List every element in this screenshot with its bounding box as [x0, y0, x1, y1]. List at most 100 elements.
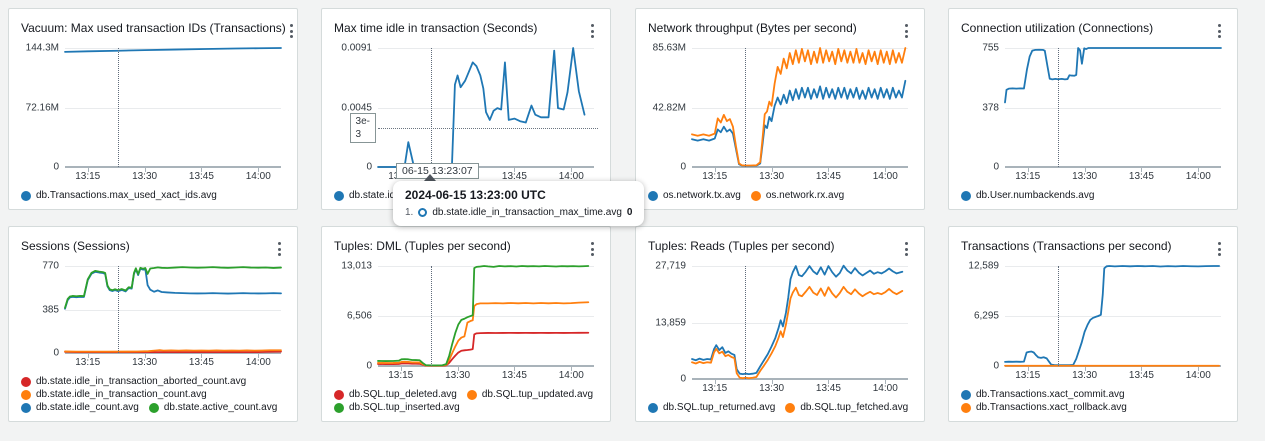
y-zero-label: 0 [366, 360, 372, 372]
panel-network-throughput-bytes-per-second: Network throughput (Bytes per second) 85… [635, 8, 925, 210]
x-tick-label: 13:45 [188, 357, 214, 368]
legend-item[interactable]: db.SQL.tup_updated.avg [466, 389, 593, 400]
plot[interactable] [1005, 266, 1221, 371]
legend-item[interactable]: os.network.rx.avg [750, 190, 844, 201]
legend-color-dot [21, 389, 31, 400]
threshold-label: 3e-3 [349, 112, 376, 143]
legend: db.SQL.tup_returned.avg db.SQL.tup_fetche… [648, 402, 912, 413]
legend-item[interactable]: db.SQL.tup_fetched.avg [785, 402, 908, 413]
panel-header: Transactions (Transactions per second) [961, 239, 1225, 258]
x-axis-baseline [692, 166, 908, 168]
legend-item[interactable]: os.network.tx.avg [648, 190, 741, 201]
axis-tick [1198, 168, 1200, 172]
legend: db.User.numbackends.avg [961, 190, 1225, 201]
kebab-menu-icon[interactable] [587, 240, 598, 258]
legend-item[interactable]: db.state.idle_count.avg [21, 402, 139, 413]
legend-label: db.Transactions.xact_rollback.avg [976, 402, 1127, 413]
panel-header: Connection utilization (Connections) [961, 21, 1225, 40]
chart-area: 85.63M 42.82M 0 [648, 43, 908, 173]
legend-item[interactable]: db.Transactions.xact_commit.avg [961, 389, 1125, 400]
axis-tick [771, 168, 773, 172]
axis-tick [885, 380, 887, 384]
chart-svg [65, 266, 281, 353]
kebab-menu-icon[interactable] [1214, 240, 1225, 258]
y-max-label: 770 [42, 260, 59, 272]
y-axis: 144.3M 72.16M 0 [21, 43, 65, 173]
x-tick-label: 13:15 [75, 357, 101, 368]
tooltip-series-row: 1. db.state.idle_in_transaction_max_time… [405, 207, 632, 218]
axis-tick [571, 367, 573, 371]
kebab-menu-icon[interactable] [274, 240, 285, 258]
x-tick-label: 13:15 [1015, 171, 1041, 182]
chart-area: 27,719 13,859 0 [648, 261, 908, 385]
chart-svg [65, 48, 281, 167]
x-tick-label: 13:45 [501, 370, 527, 381]
y-max-label: 0.0091 [341, 42, 372, 54]
plot[interactable] [1005, 48, 1221, 172]
kebab-menu-icon[interactable] [587, 22, 598, 40]
x-tick-label: 14:00 [1185, 370, 1211, 381]
y-axis: 13,013 6,506 0 [334, 261, 378, 372]
hover-time-cursor [431, 266, 433, 366]
legend-label: os.network.tx.avg [663, 190, 741, 201]
plot[interactable] [378, 266, 594, 371]
legend-color-dot [648, 402, 658, 413]
x-tick-label: 13:30 [132, 357, 158, 368]
hover-time-cursor [745, 48, 747, 167]
legend-item[interactable]: db.state.active_count.avg [148, 402, 277, 413]
plot[interactable] [692, 266, 908, 384]
panel-vacuum-max-used-transaction-ids-transactions: Vacuum: Max used transaction IDs (Transa… [8, 8, 298, 210]
legend-item[interactable]: db.User.numbackends.avg [961, 190, 1094, 201]
x-tick-label: 13:15 [388, 370, 414, 381]
legend-item[interactable]: db.SQL.tup_returned.avg [648, 402, 775, 413]
y-zero-label: 0 [366, 161, 372, 173]
panel-title: Tuples: DML (Tuples per second) [334, 239, 511, 253]
x-labels: 13:15 13:30 13:45 14:00 [1005, 171, 1221, 184]
x-tick-label: 14:00 [558, 171, 584, 182]
chart-area: 12,589 6,295 0 [961, 261, 1221, 372]
axis-tick [771, 380, 773, 384]
legend-label: db.state.idle_in_transaction_aborted_cou… [36, 376, 247, 387]
plot[interactable]: 3e-3 [349, 48, 598, 172]
y-zero-label: 0 [680, 373, 686, 385]
gridline-mid [692, 107, 908, 109]
panel-title: Vacuum: Max used transaction IDs (Transa… [21, 21, 286, 35]
panel-sessions-sessions: Sessions (Sessions) 770 385 0 13:15 13:30… [8, 226, 298, 422]
gridline-mid [65, 107, 281, 109]
legend-item[interactable]: db.Transactions.xact_rollback.avg [961, 402, 1127, 413]
plot[interactable] [65, 48, 281, 172]
legend-item[interactable]: db.state.idle_in_transaction_aborted_cou… [21, 376, 246, 387]
legend-label: db.state.idle_in_transaction_count.avg [36, 389, 207, 400]
chart-area: 144.3M 72.16M 0 [21, 43, 281, 173]
y-axis: 755 378 0 [961, 43, 1005, 173]
axis-tick [1141, 168, 1143, 172]
axis-tick [87, 354, 89, 358]
x-labels: 13:15 13:30 13:45 14:00 [692, 171, 908, 184]
kebab-menu-icon[interactable] [901, 240, 912, 258]
kebab-menu-icon[interactable] [901, 22, 912, 40]
panel-title: Sessions (Sessions) [21, 239, 130, 253]
x-tick-label: 13:30 [445, 370, 471, 381]
gridline-top [378, 48, 594, 49]
x-axis-baseline [692, 378, 908, 380]
y-zero-label: 0 [993, 161, 999, 173]
legend-item[interactable]: db.SQL.tup_inserted.avg [334, 402, 460, 413]
y-axis: 27,719 13,859 0 [648, 261, 692, 385]
plot[interactable] [65, 266, 281, 358]
legend-item[interactable]: db.state.idle_in_transaction_count.avg [21, 389, 207, 400]
x-tick-label: 13:30 [132, 171, 158, 182]
panel-tuples-reads-tuples-per-second: Tuples: Reads (Tuples per second) 27,719… [635, 226, 925, 422]
panel-tuples-dml-tuples-per-second: Tuples: DML (Tuples per second) 13,013 6… [321, 226, 611, 422]
legend-label: db.User.numbackends.avg [976, 190, 1095, 201]
y-axis: 0.0091 0.0045 0 [334, 43, 378, 173]
hover-time-cursor [1058, 266, 1060, 366]
chart-area: 755 378 0 [961, 43, 1221, 173]
legend-item[interactable]: db.SQL.tup_deleted.avg [334, 389, 457, 400]
axis-tick [514, 168, 516, 172]
legend-item[interactable]: db.Transactions.max_used_xact_ids.avg [21, 190, 217, 201]
panel-title: Max time idle in transaction (Seconds) [334, 21, 538, 35]
panel-transactions-transactions-per-second: Transactions (Transactions per second) 1… [948, 226, 1238, 422]
plot[interactable] [692, 48, 908, 172]
kebab-menu-icon[interactable] [1214, 22, 1225, 40]
kebab-menu-icon[interactable] [286, 22, 297, 40]
